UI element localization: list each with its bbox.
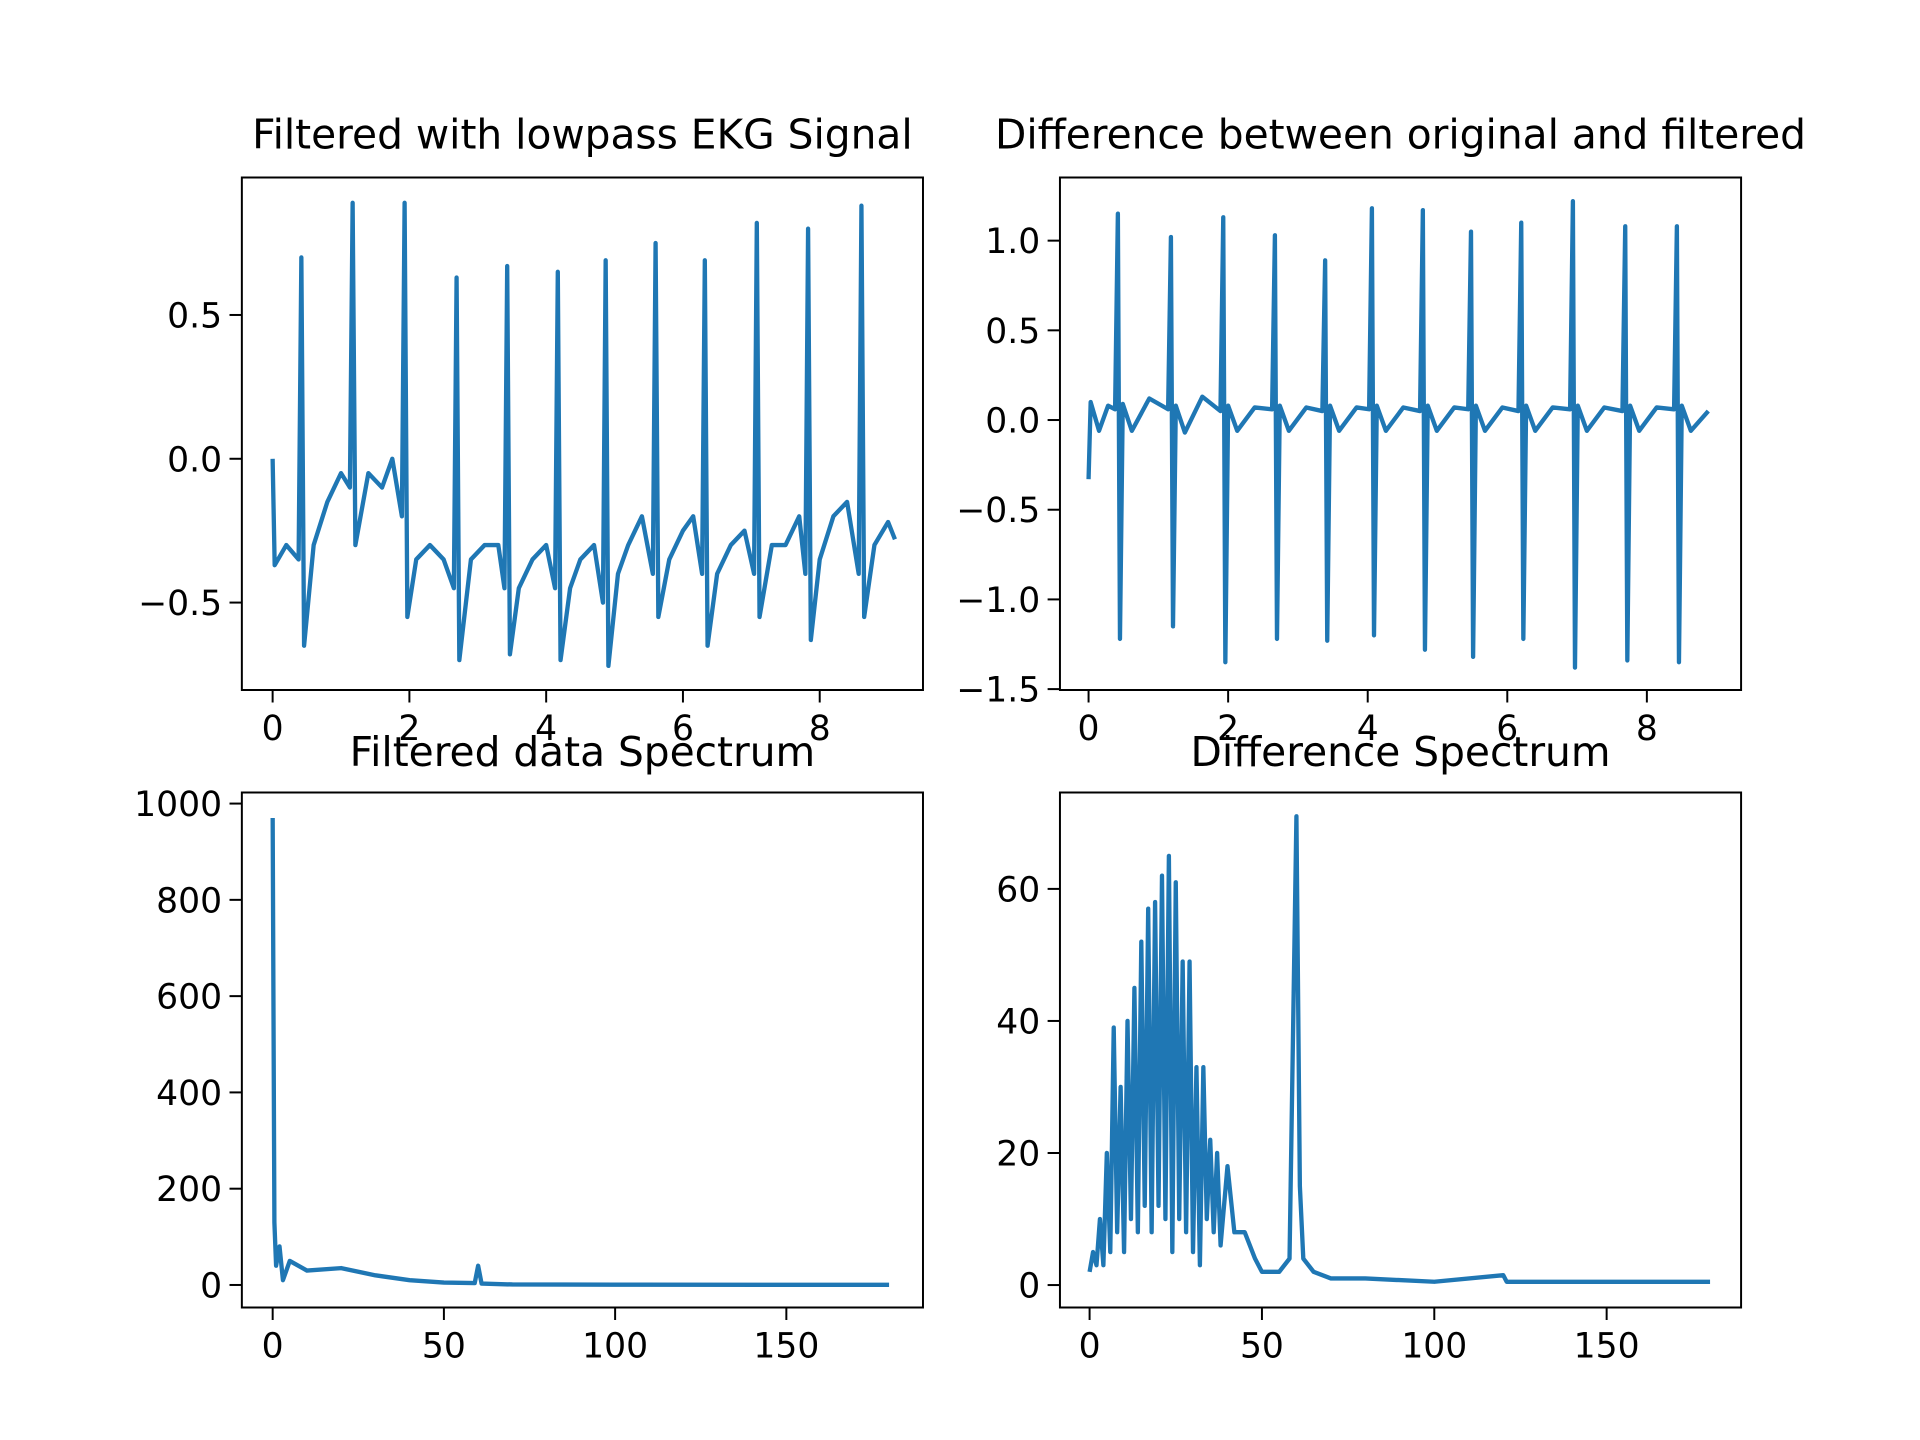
y-tick-label: −0.5 <box>956 491 1040 531</box>
subplot-title: Difference Spectrum <box>1191 728 1611 776</box>
x-tick-label: 0 <box>1078 709 1100 749</box>
x-tick-label: 8 <box>809 709 831 749</box>
axes-frame <box>240 176 924 691</box>
signal-line <box>270 200 897 669</box>
x-tick-label: 100 <box>1401 1326 1467 1366</box>
y-tick-label: 0 <box>200 1266 222 1306</box>
y-tick-label: 20 <box>996 1134 1040 1174</box>
x-tick-label: 150 <box>1574 1326 1640 1366</box>
x-tick-label: 100 <box>582 1326 648 1366</box>
y-tick-label: 60 <box>996 870 1040 910</box>
x-tick-label: 50 <box>1240 1326 1284 1366</box>
x-tick-label: 150 <box>753 1326 819 1366</box>
y-tick-label: 1.0 <box>985 222 1040 262</box>
axes-frame <box>1058 176 1743 691</box>
axes-frame <box>240 791 924 1309</box>
x-tick-label: 4 <box>1357 709 1379 749</box>
x-tick-label: 6 <box>672 709 694 749</box>
x-tick-label: 2 <box>1217 709 1239 749</box>
y-tick-label: 40 <box>996 1002 1040 1042</box>
subplot-title: Filtered with lowpass EKG Signal <box>252 111 913 159</box>
x-tick-label: 6 <box>1496 709 1518 749</box>
y-tick-label: −1.0 <box>956 581 1040 621</box>
y-tick-label: 1000 <box>134 785 222 825</box>
y-tick-label: 400 <box>156 1074 222 1114</box>
y-tick-label: −1.5 <box>956 670 1040 710</box>
y-tick-label: 600 <box>156 977 222 1017</box>
axes-frame <box>1058 791 1743 1309</box>
y-tick-label: 0.0 <box>985 401 1040 441</box>
y-tick-label: 0.0 <box>167 440 222 480</box>
signal-line <box>1087 814 1711 1284</box>
subplot-title: Difference between original and filtered <box>995 111 1806 159</box>
y-tick-label: −0.5 <box>138 584 222 624</box>
y-tick-label: 200 <box>156 1170 222 1210</box>
x-tick-label: 0 <box>262 709 284 749</box>
x-tick-label: 0 <box>1079 1326 1101 1366</box>
signal-line <box>1086 198 1710 670</box>
x-tick-label: 2 <box>398 709 420 749</box>
y-tick-label: 0.5 <box>167 296 222 336</box>
x-tick-label: 0 <box>262 1326 284 1366</box>
x-tick-label: 50 <box>422 1326 466 1366</box>
y-tick-label: 800 <box>156 881 222 921</box>
x-tick-label: 8 <box>1636 709 1658 749</box>
signal-line <box>270 818 890 1288</box>
x-tick-label: 4 <box>535 709 557 749</box>
subplot-title: Filtered data Spectrum <box>350 728 816 776</box>
y-tick-label: 0 <box>1018 1266 1040 1306</box>
y-tick-label: 0.5 <box>985 312 1040 352</box>
